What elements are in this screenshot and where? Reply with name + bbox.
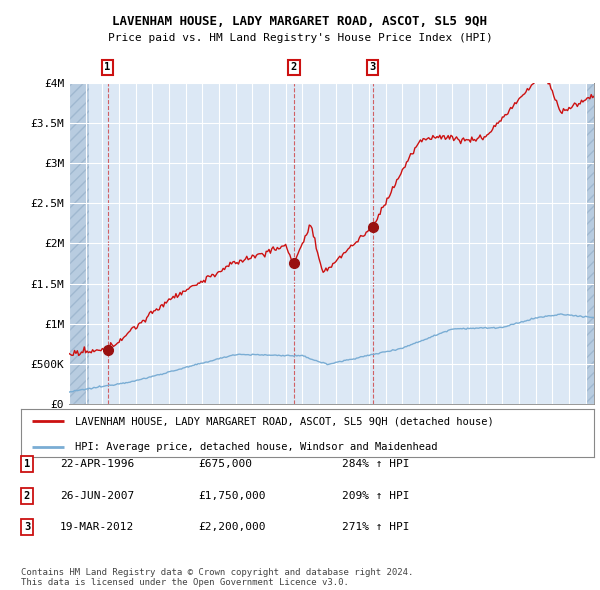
Text: 26-JUN-2007: 26-JUN-2007 bbox=[60, 491, 134, 500]
Text: Price paid vs. HM Land Registry's House Price Index (HPI): Price paid vs. HM Land Registry's House … bbox=[107, 33, 493, 43]
Text: HPI: Average price, detached house, Windsor and Maidenhead: HPI: Average price, detached house, Wind… bbox=[76, 441, 438, 451]
Text: 284% ↑ HPI: 284% ↑ HPI bbox=[342, 460, 409, 469]
Bar bbox=[69, 83, 89, 404]
Text: 19-MAR-2012: 19-MAR-2012 bbox=[60, 522, 134, 532]
Text: 3: 3 bbox=[24, 522, 30, 532]
Text: 3: 3 bbox=[370, 63, 376, 72]
Text: £675,000: £675,000 bbox=[198, 460, 252, 469]
Text: LAVENHAM HOUSE, LADY MARGARET ROAD, ASCOT, SL5 9QH (detached house): LAVENHAM HOUSE, LADY MARGARET ROAD, ASCO… bbox=[76, 417, 494, 427]
Text: 2: 2 bbox=[24, 491, 30, 500]
Text: Contains HM Land Registry data © Crown copyright and database right 2024.
This d: Contains HM Land Registry data © Crown c… bbox=[21, 568, 413, 587]
Text: 2: 2 bbox=[291, 63, 297, 72]
Text: 22-APR-1996: 22-APR-1996 bbox=[60, 460, 134, 469]
Text: 1: 1 bbox=[24, 460, 30, 469]
Text: 1: 1 bbox=[104, 63, 110, 72]
Text: £1,750,000: £1,750,000 bbox=[198, 491, 265, 500]
Text: 209% ↑ HPI: 209% ↑ HPI bbox=[342, 491, 409, 500]
Bar bbox=[586, 83, 594, 404]
Text: LAVENHAM HOUSE, LADY MARGARET ROAD, ASCOT, SL5 9QH: LAVENHAM HOUSE, LADY MARGARET ROAD, ASCO… bbox=[113, 15, 487, 28]
Text: 271% ↑ HPI: 271% ↑ HPI bbox=[342, 522, 409, 532]
Text: £2,200,000: £2,200,000 bbox=[198, 522, 265, 532]
